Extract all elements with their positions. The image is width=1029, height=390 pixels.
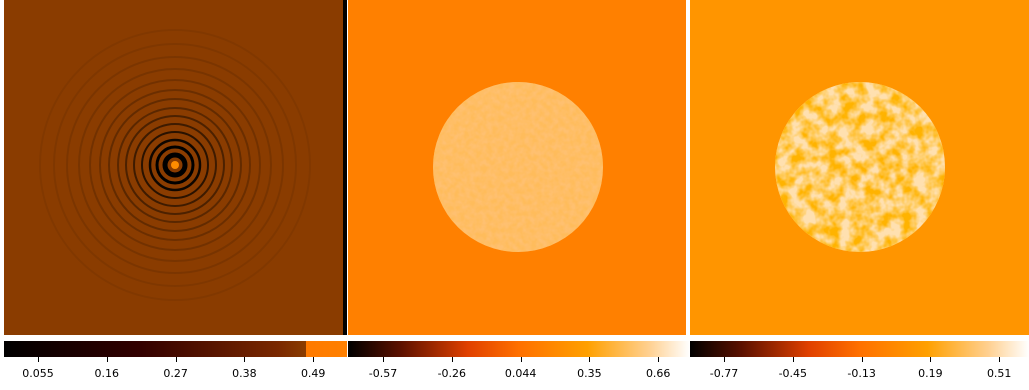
colorbar-tick-label: -0.26 — [437, 367, 467, 380]
colorbar-tick-label: 0.38 — [232, 367, 257, 380]
colorbar-tick-label: 0.49 — [300, 367, 326, 380]
colorbar-tick-label: 0.044 — [504, 367, 537, 380]
colorbar-tick — [930, 357, 932, 362]
colorbar-tick-label: 0.19 — [918, 367, 943, 380]
colorbar-tick — [520, 357, 522, 362]
colorbar-tick — [724, 357, 725, 362]
divider — [343, 0, 347, 335]
divider — [686, 0, 690, 335]
colorbar-tick-label: 0.27 — [163, 367, 188, 380]
colorbar — [690, 341, 1029, 357]
colorbar-tick-label: 0.51 — [986, 367, 1012, 380]
colorbar — [4, 341, 347, 357]
image-panel — [4, 0, 343, 335]
colorbar-tick — [792, 357, 794, 362]
colorbar-tick — [38, 357, 39, 362]
colorbar-tick — [999, 357, 1001, 362]
colorbar-tick — [106, 357, 108, 362]
colorbar-tick — [383, 357, 384, 362]
colorbar-tick-label: 0.16 — [94, 367, 120, 380]
colorbar-tick — [589, 357, 591, 362]
colorbar-tick-label: 0.66 — [645, 367, 671, 380]
colorbar-tick — [313, 357, 315, 362]
colorbar-tick-label: 0.055 — [22, 367, 54, 380]
colorbar-tick-label: -0.57 — [368, 367, 398, 380]
colorbar-tick — [175, 357, 177, 362]
colorbar-tick-label: -0.77 — [709, 367, 739, 380]
colorbar-tick — [451, 357, 453, 362]
colorbar-tick-label: -0.13 — [847, 367, 876, 380]
image-panel — [348, 0, 686, 335]
colorbar-tick — [244, 357, 246, 362]
image-panel — [690, 0, 1029, 335]
colorbar — [348, 341, 690, 357]
colorbar-tick-label: -0.45 — [778, 367, 808, 380]
colorbar-tick-label: 0.35 — [577, 367, 602, 380]
colorbar-tick — [658, 357, 660, 362]
colorbar-tick — [861, 357, 863, 362]
